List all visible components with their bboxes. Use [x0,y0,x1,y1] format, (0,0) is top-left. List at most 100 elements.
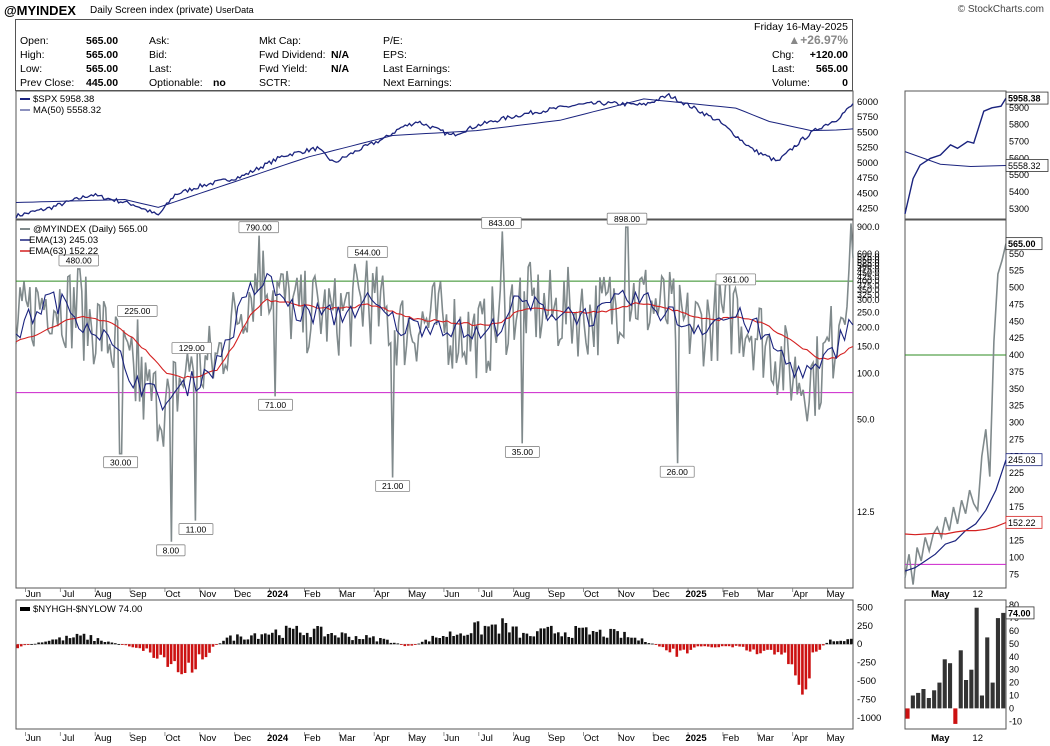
volume-label: Volume: [772,77,810,89]
ema13-line [15,272,854,412]
highlow-bar [326,634,330,645]
zoom-spx-ytick-1: 5400 [1009,187,1029,197]
highlow-bar [312,628,316,645]
chg-value: +120.00 [810,49,848,61]
highlow-bar [33,643,37,645]
zoom-spx-ytick-6: 5900 [1009,103,1029,113]
watermark: © StockCharts.com [957,4,1044,15]
annotation-box-10 [481,216,522,229]
highlow-bar [452,636,455,645]
zoom-index-ytick-15: 450 [1009,316,1024,326]
highlow-bar [815,644,818,652]
highlow-bar [808,644,811,679]
highlow-bar [689,644,693,650]
zoom-index-ytick-17: 500 [1009,283,1024,293]
index-ytick-4: 200.0 [857,322,880,332]
ma50-legend-label: MA(50) 5558.32 [33,105,101,116]
index-ytick-0: 12.5 [857,507,875,517]
highlow-ytick-2: 0 [857,639,862,650]
index-ytick-19: 900.0 [857,222,880,232]
xtick-label-lower-2: Aug [95,733,112,744]
highlow-bar [469,633,473,645]
highlow-bar [351,640,354,645]
zoom-highlow-ytick-3: 50 [1009,639,1019,649]
highlow-bar [379,638,382,645]
xtick-label-lower-18: Dec [653,733,670,744]
zoom-spx-last-label: 5958.38 [1008,94,1041,104]
xtick-label-lower-21: Mar [758,733,774,744]
spx-panel: 4250 4500 4750 5000 5250 5500 5750 6000 $SPX 595… [15,90,878,220]
highlow-bar [173,644,176,662]
highlow-bar [794,644,797,676]
index-ytick-9: 375.0 [857,280,880,290]
zoom-highlow-ytick-2: 60 [1009,626,1019,636]
highlow-bar [427,641,431,645]
highlow-bar [769,644,773,650]
xtick-label-lower-11: May [408,733,426,744]
highlow-bar [96,638,100,645]
annotation-label-4: 8.00 [163,546,180,556]
highlow-bar [626,637,630,645]
zoom-spx-line [904,97,1007,215]
highlow-bar [584,627,588,645]
zoom-index-ytick-18: 525 [1009,266,1024,276]
fwddiv-text: N/A [331,49,350,61]
highlow-bar [731,644,734,648]
xtick-label-lower-15: Sep [548,733,565,744]
last2-number: 565.00 [815,63,848,75]
spx-ytick-7: 6000 [857,97,878,108]
xtick-label-upper-17: Nov [618,589,635,600]
highlow-bar [142,644,145,651]
low-label: Low: [20,63,43,75]
annotation-label-14: 361.00 [723,275,749,285]
highlow-bar [218,643,222,645]
xtick-label-upper-3: Sep [130,589,147,600]
xtick-label-lower-14: Aug [513,733,530,744]
xtick-label-upper-18: Dec [653,589,670,600]
highlow-bar [494,624,497,645]
highlow-bar [532,636,536,645]
annotation-box-9 [375,480,411,492]
zoom-highlow-bar [926,698,931,709]
zoom-index-ytick-8: 275 [1009,434,1024,444]
zoom-xtick-day-lower: 12 [972,733,983,744]
spx-ytick-3: 5000 [857,158,878,169]
annotation-box-12 [606,212,648,225]
zoom-ma50-label: 5558.32 [1008,161,1041,171]
highlow-bar [602,636,605,645]
highlow-bar [591,631,595,645]
annotation-label-5: 11.00 [186,524,207,534]
highlow-bar [190,644,194,673]
highlow-bar [511,626,515,645]
highlow-bar [65,635,68,645]
highlow-bar [354,636,358,645]
spx-ytick-0: 4250 [857,204,878,215]
highlow-bar [720,644,724,647]
highlow-bar [522,632,525,645]
highlow-bar [658,644,661,647]
highlow-bar [543,628,546,645]
zoom-index-ytick-12: 375 [1009,367,1024,377]
zoom-panels: 53005400550056005700580059005958.385558.… [904,90,1049,744]
xtick-label-upper-13: Jul [481,589,493,600]
index-ytick-11: 425.0 [857,272,880,282]
highlow-bar [250,635,253,645]
spx-ytick-4: 5250 [857,143,878,154]
highlow-bar [682,644,686,650]
prev-value: 445.00 [86,77,118,89]
zoom-highlow-bar [969,669,974,709]
xtick-label-lower-23: May [827,733,845,744]
highlow-bar [420,641,424,645]
ask-label: Ask: [149,35,170,47]
highlow-bar [194,644,197,670]
highlow-bar [825,642,829,645]
highlow-bar [372,636,375,645]
lastearn-label: Last Earnings: [383,63,451,75]
symbol-title: @MYINDEX [4,3,76,18]
open-label: Open: [20,35,49,47]
highlow-bar [298,632,302,645]
highlow-bar [72,637,75,645]
xtick-label-lower-1: Jul [62,733,74,744]
zoom-highlow-bar [948,663,953,709]
highlow-bar [686,644,689,654]
